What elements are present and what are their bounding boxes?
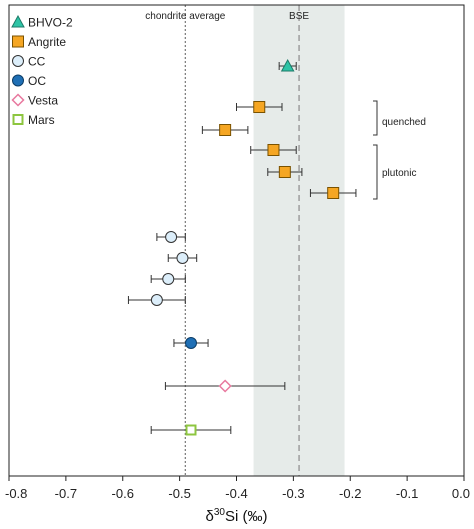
point-vesta-1 [218, 379, 232, 393]
x-axis-title-superscript: 30 [214, 507, 226, 518]
point-angrite-3 [267, 144, 280, 156]
legend-marker-vesta [11, 93, 25, 107]
x-axis-title-delta: δ [206, 508, 214, 525]
point-mars-1 [185, 424, 197, 436]
x-tick-label: -0.8 [5, 486, 27, 501]
point-angrite-1 [253, 101, 266, 113]
x-axis: -0.8 -0.7 -0.6 -0.5 -0.4 -0.3 -0.2 -0.1 0.0 [5, 476, 470, 501]
legend-marker-angrite [12, 35, 24, 48]
x-tick-label: -0.6 [112, 486, 134, 501]
x-tick-label: 0.0 [452, 486, 470, 501]
x-tick-label: -0.3 [282, 486, 304, 501]
point-cc-1 [165, 231, 178, 243]
x-tick-label: -0.5 [168, 486, 190, 501]
legend-marker-bhvo-2 [11, 14, 25, 28]
chondrite-average-label: chondrite average [145, 11, 225, 22]
legend-label-oc: OC [28, 74, 46, 88]
legend-marker-oc [12, 74, 24, 87]
legend: BHVO-2 Angrite CC OC Vesta Mars [11, 14, 73, 127]
plutonic-bracket [373, 144, 378, 200]
data-points [127, 58, 357, 436]
point-angrite-2 [219, 124, 232, 136]
legend-label-cc: CC [28, 55, 46, 69]
x-axis-title-rest: Si (‰) [225, 508, 268, 525]
legend-label-angrite: Angrite [28, 35, 66, 49]
quenched-bracket [373, 100, 378, 136]
plutonic-label: plutonic [382, 168, 416, 179]
legend-marker-cc [12, 55, 24, 67]
legend-label-bhvo-2: BHVO-2 [28, 16, 73, 30]
x-tick-label: -0.7 [55, 486, 77, 501]
x-tick-label: -0.1 [396, 486, 418, 501]
point-angrite-4 [278, 166, 291, 178]
legend-label-mars: Mars [28, 113, 55, 127]
point-cc-4 [150, 294, 163, 306]
x-axis-title: δ30Si (‰) [206, 507, 268, 525]
point-cc-2 [176, 252, 189, 264]
point-angrite-5 [327, 187, 340, 199]
point-oc-1 [185, 337, 197, 349]
point-cc-3 [162, 273, 175, 285]
quenched-label: quenched [382, 117, 426, 128]
x-tick-label: -0.2 [339, 486, 361, 501]
point-bhvo-2-1 [280, 58, 295, 72]
legend-marker-mars [12, 114, 24, 125]
plot-frame [8, 4, 465, 477]
legend-label-vesta: Vesta [28, 94, 58, 108]
x-tick-label: -0.4 [225, 486, 247, 501]
bse-label: BSE [289, 11, 309, 22]
